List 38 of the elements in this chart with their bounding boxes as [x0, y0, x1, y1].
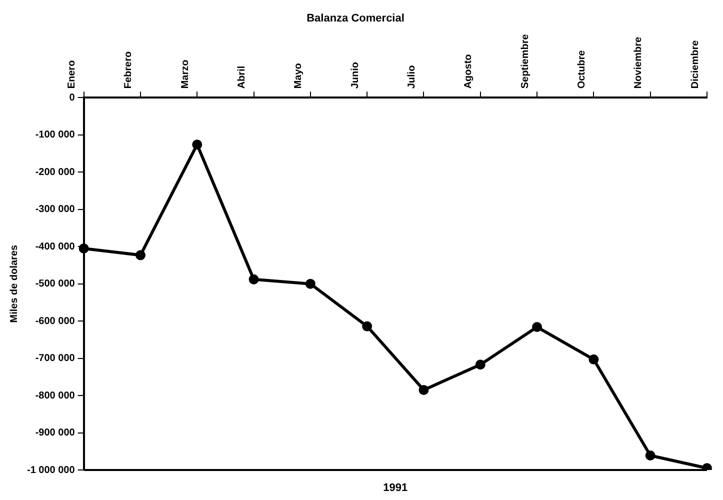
- point: [248, 274, 259, 284]
- x-tick-label: Febrero: [123, 51, 134, 89]
- x-tick-label: Mayo: [293, 63, 304, 89]
- y-tick-label: -100 000: [35, 130, 76, 141]
- y-tick-label: -800 000: [35, 390, 76, 402]
- y-tick-label: -600 000: [35, 316, 76, 327]
- y-tick-label: -500 000: [35, 278, 76, 290]
- y-tick-label: -300 000: [35, 204, 76, 216]
- point: [645, 450, 656, 460]
- y-tick-label: -1 000 000: [26, 464, 76, 476]
- point: [305, 278, 316, 289]
- x-tick-label: Diciembre: [690, 40, 701, 89]
- point: [588, 354, 599, 364]
- point: [475, 360, 486, 370]
- y-axis-title: Miles de dolares: [8, 244, 20, 323]
- x-tick-label: Abril: [236, 66, 248, 89]
- x-tick-label: Agosto: [463, 54, 474, 89]
- point: [135, 250, 146, 260]
- x-tick-label: Noviembre: [633, 36, 644, 89]
- chart-title: Balanza Comercial: [306, 12, 404, 25]
- point: [418, 384, 429, 395]
- point: [362, 321, 372, 332]
- y-tick-label: -900 000: [35, 428, 76, 439]
- x-tick-label: Enero: [66, 60, 78, 89]
- y-tick-label: -400 000: [35, 241, 76, 252]
- x-tick-label: Junio: [350, 62, 361, 89]
- x-tick-label: Marzo: [180, 60, 191, 89]
- y-tick-label: -200 000: [35, 166, 76, 178]
- point: [532, 322, 542, 332]
- x-axis-title: 1991: [383, 482, 408, 494]
- point: [192, 140, 202, 150]
- x-tick-label: Octubre: [576, 50, 588, 89]
- point: [702, 463, 712, 470]
- y-tick-label: 0: [69, 92, 76, 104]
- x-tick-label: Julio: [406, 65, 418, 89]
- x-tick-label: Septiembre: [520, 34, 531, 89]
- y-tick-label: -700 000: [35, 353, 76, 364]
- point: [78, 243, 89, 254]
